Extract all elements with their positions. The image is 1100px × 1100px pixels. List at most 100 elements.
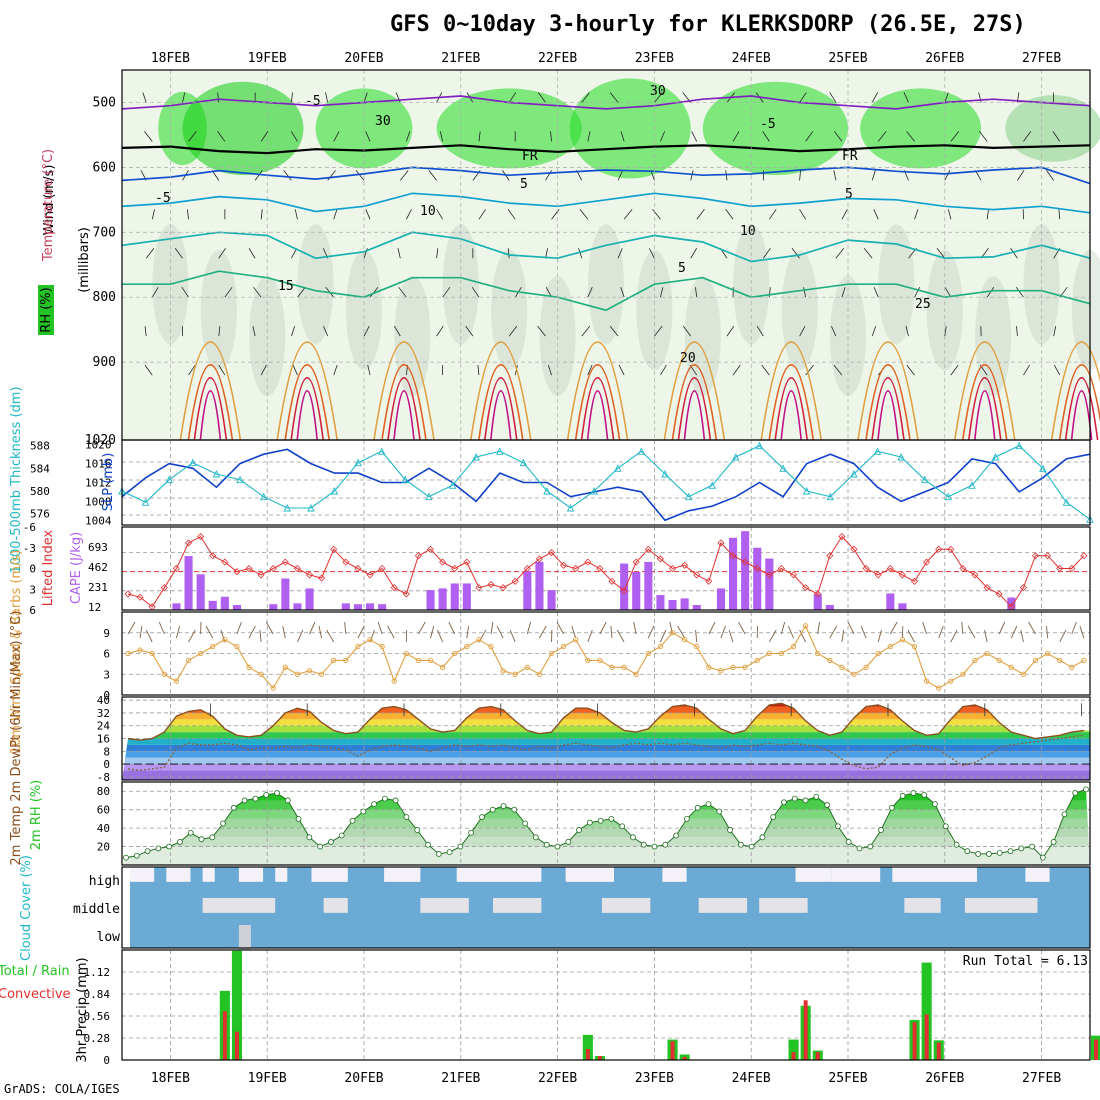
cape-bar <box>765 558 774 610</box>
rh-shading <box>182 81 304 176</box>
wind-barb <box>367 364 371 376</box>
wind-speed-marker <box>234 643 240 650</box>
wind-speed-marker <box>839 664 845 670</box>
surface-isotherm <box>179 341 242 441</box>
cape-bar <box>305 588 314 610</box>
cloud-high-clear <box>456 867 542 882</box>
wind-speed-marker <box>815 650 821 657</box>
isotherm--5 <box>121 95 1091 110</box>
wind-barb <box>944 326 947 337</box>
wind-barb-10m <box>659 629 667 643</box>
surface-isotherm <box>974 389 996 441</box>
wind-barb <box>873 287 879 298</box>
wind-barb <box>732 131 740 142</box>
rh-shading-low <box>394 276 431 397</box>
thickness-marker <box>968 481 976 489</box>
wind-speed-marker <box>161 671 167 677</box>
rh-marker <box>716 808 723 815</box>
wind-barb <box>799 170 801 181</box>
wind-barb <box>799 92 807 103</box>
surface-isotherm <box>877 389 899 441</box>
cloud-low <box>238 925 251 950</box>
wind-barb <box>609 92 619 103</box>
temp-tick: 24 <box>97 720 111 733</box>
thickness-marker <box>566 503 575 512</box>
rh-marker <box>392 797 399 804</box>
rh-marker <box>241 797 248 804</box>
surface-isotherm <box>296 389 318 441</box>
wind-barb <box>986 209 989 220</box>
rh-marker <box>662 841 669 848</box>
rh-marker <box>479 814 485 820</box>
rh-marker <box>522 820 529 827</box>
wind-barb-10m <box>490 621 494 635</box>
rh-marker <box>597 817 604 824</box>
lifted-index-marker <box>475 584 483 592</box>
rh-legend-swatch <box>38 285 54 335</box>
wind-speed-marker <box>306 668 313 674</box>
lifted-index-marker <box>305 571 314 579</box>
wind-barb-10m <box>296 629 304 643</box>
rh-marker <box>414 827 421 833</box>
rh-frame <box>121 781 1091 866</box>
cape-bar <box>366 603 375 610</box>
rh-marker <box>144 848 151 855</box>
rh-tick: 40 <box>97 822 110 835</box>
cape-bar <box>547 590 556 610</box>
cloud-high-clear <box>831 867 881 882</box>
wind-barb <box>365 131 371 142</box>
temp-band <box>122 757 1090 765</box>
wind-speed-marker <box>766 650 772 657</box>
rh-shading-low <box>975 276 1012 397</box>
wind-barb <box>695 287 698 298</box>
wind-barb <box>1017 170 1025 181</box>
rh-marker <box>942 823 949 830</box>
wind-barb <box>477 365 480 376</box>
wind-barb-10m <box>326 629 335 643</box>
wind-barb <box>333 131 340 142</box>
cape-bar <box>341 603 350 610</box>
thickness-marker <box>307 503 315 512</box>
wind-speed-marker <box>645 650 651 657</box>
cape-bar <box>741 531 750 610</box>
wind-speed-marker <box>197 650 204 657</box>
lifted-index-marker <box>221 558 229 566</box>
wind-speed-marker <box>573 637 579 643</box>
wind-speed-marker <box>1081 657 1087 664</box>
lifted-index-marker <box>620 587 628 595</box>
cape-bar <box>438 588 447 610</box>
wind-barb-10m <box>633 621 637 635</box>
isotherm-annotation: 15 <box>278 279 294 294</box>
wind-speed-marker <box>331 657 337 664</box>
wind-barb <box>1016 326 1018 337</box>
rh2m-axis-label: 2m RH (%) <box>29 780 44 851</box>
temp-tick: -8 <box>97 771 110 784</box>
wind-barb <box>151 286 159 298</box>
surface-isotherm <box>671 364 718 441</box>
wind-barb <box>363 92 368 103</box>
rh-marker <box>899 792 906 799</box>
wind-barb <box>436 248 439 259</box>
lifted-index-marker <box>668 564 677 573</box>
wind-speed-marker <box>923 678 930 684</box>
wind-barb <box>947 209 952 220</box>
wind-barb-10m <box>616 629 625 643</box>
cape-bar <box>293 603 302 610</box>
lifted-index-marker <box>753 564 761 573</box>
pressure-tick: 1020 <box>85 433 116 448</box>
rh-marker <box>867 843 874 850</box>
isotherm-annotation: 10 <box>420 204 436 219</box>
lifted-index-marker <box>935 545 943 553</box>
wind-barb <box>355 170 365 181</box>
wind-barb <box>906 364 915 376</box>
thickness-marker <box>472 452 480 461</box>
rh-marker <box>683 815 690 822</box>
wind-speed-marker <box>282 664 288 670</box>
wind-speed-marker <box>669 630 676 636</box>
rh-marker <box>230 804 237 811</box>
wind-barb <box>547 364 552 376</box>
rh-marker <box>1007 848 1014 855</box>
lifted-index-marker <box>850 545 858 553</box>
rh-marker <box>856 845 863 852</box>
surface-isotherm <box>478 364 524 441</box>
